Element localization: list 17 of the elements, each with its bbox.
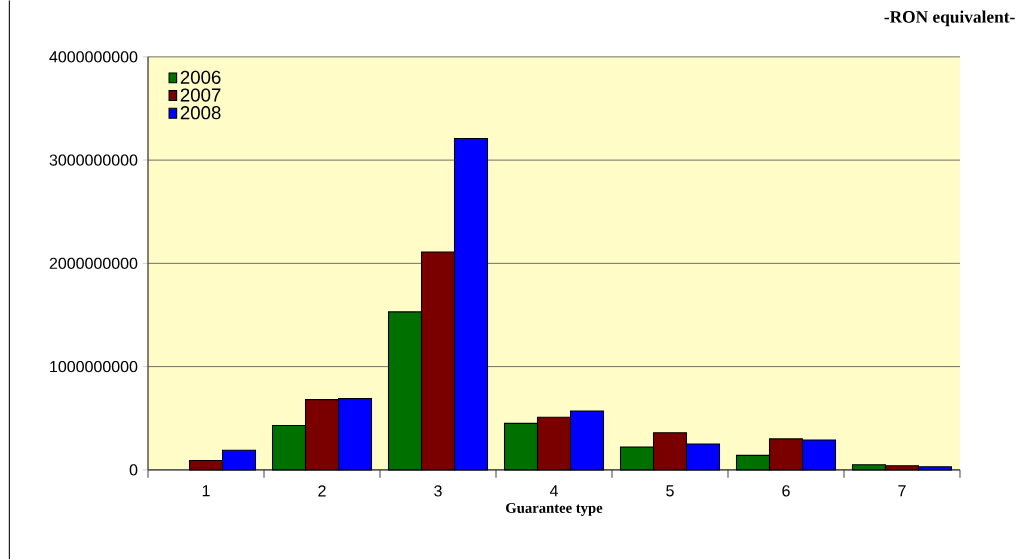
- x-tick-label: 6: [782, 485, 790, 497]
- x-tick-label: 7: [898, 485, 906, 497]
- x-tick-label: 2: [318, 485, 326, 497]
- y-tick-label: 4000000000: [49, 51, 138, 63]
- legend-label: 2006: [180, 70, 221, 85]
- x-tick-label: 3: [434, 485, 442, 497]
- y-tick-label: 3000000000: [49, 154, 138, 166]
- x-axis-title: Guarantee type: [506, 503, 603, 517]
- y-tick-label: 1000000000: [50, 361, 138, 373]
- legend-label: 2007: [180, 88, 221, 102]
- legend-label: 2008: [180, 106, 221, 120]
- y-tick-label: 2000000000: [49, 257, 138, 270]
- y-tick-label: 0: [129, 464, 138, 476]
- x-tick-label: 1: [202, 485, 210, 497]
- chart-title: -RON equivalent-: [884, 10, 1015, 27]
- x-tick-label: 5: [666, 485, 674, 497]
- x-tick-label: 4: [549, 485, 558, 497]
